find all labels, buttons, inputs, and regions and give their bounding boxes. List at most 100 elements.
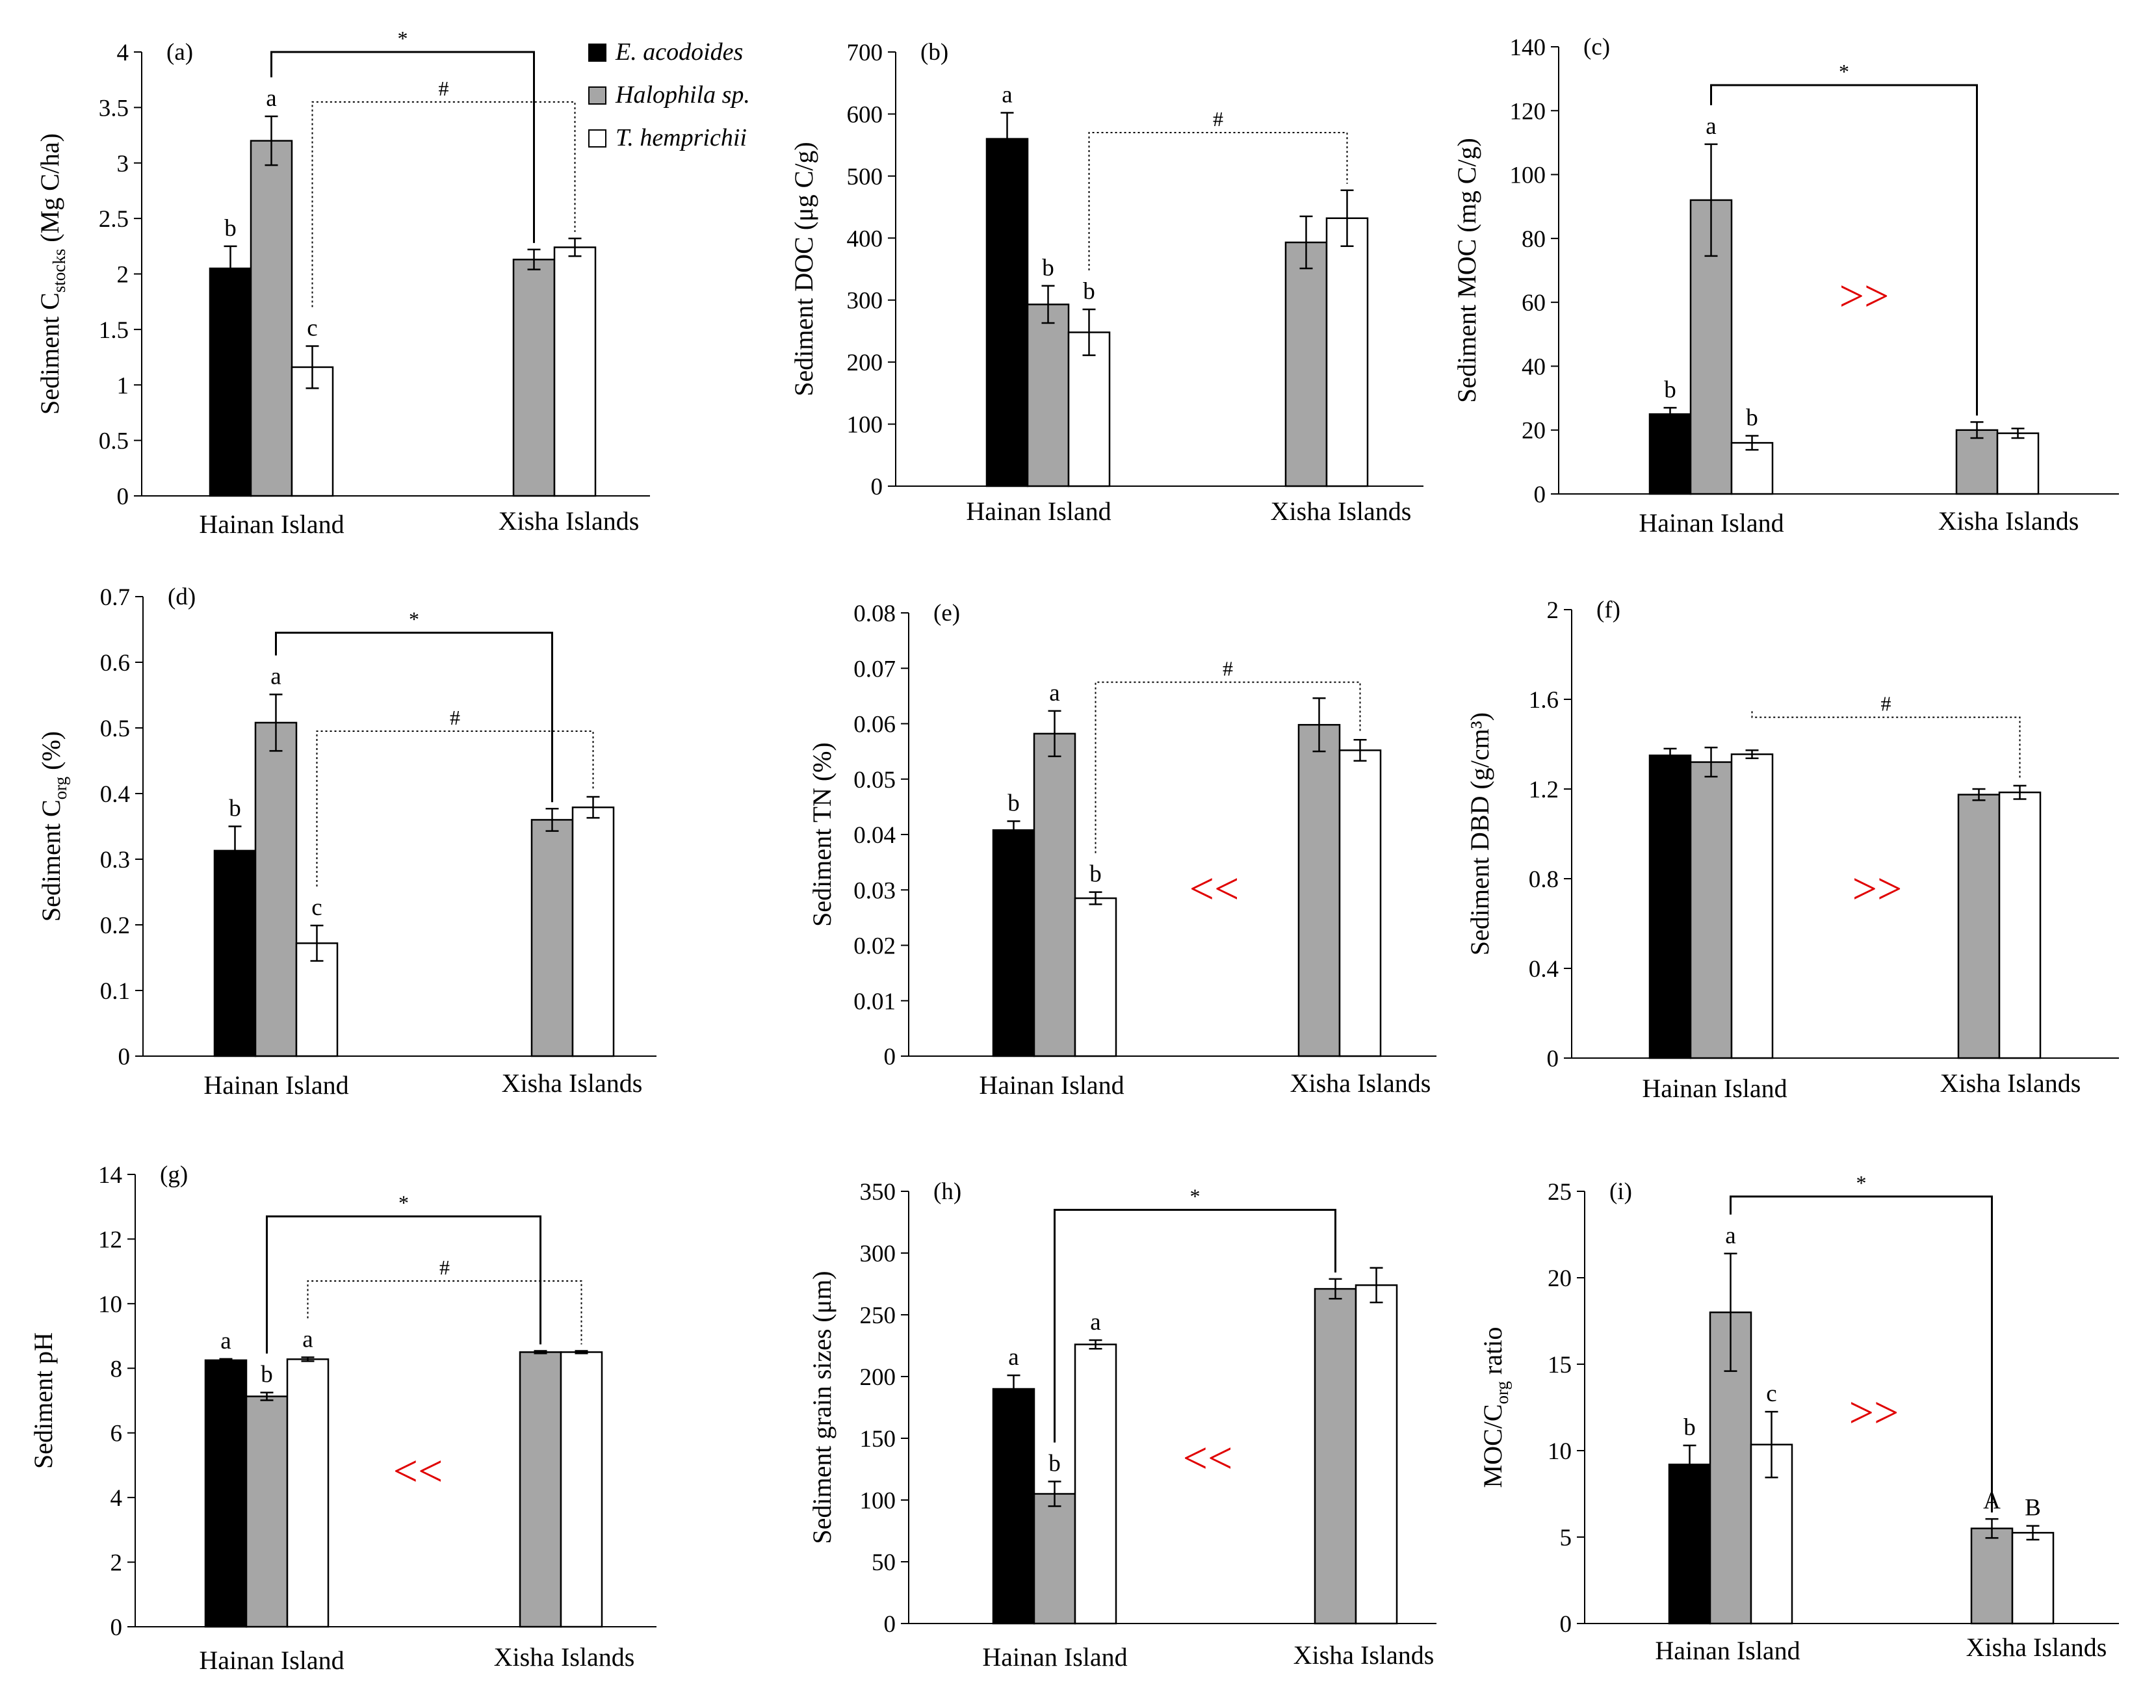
bar — [1689, 761, 1733, 1059]
y-tick-label: 15 — [1548, 1352, 1572, 1378]
trend-arrow-glyph: << — [393, 1446, 443, 1495]
y-tick-label: 0.01 — [853, 989, 896, 1015]
bar — [204, 1359, 248, 1628]
bar — [254, 721, 298, 1057]
y-tick-label: 2.5 — [99, 206, 129, 233]
significance-bracket — [316, 731, 594, 887]
bracket-symbol: # — [450, 706, 460, 729]
y-tick-label: 0 — [871, 474, 883, 500]
panel-label: (g) — [160, 1161, 188, 1188]
legend-label: Halophila sp. — [616, 81, 750, 109]
y-tick-label: 12 — [98, 1226, 122, 1253]
y-tick-label: 50 — [872, 1549, 896, 1576]
y-tick-label: 350 — [860, 1179, 896, 1206]
bar — [530, 819, 574, 1057]
y-tick-label: 1.6 — [1529, 687, 1559, 714]
y-tick-label: 100 — [860, 1488, 896, 1514]
y-tick-label: 20 — [1548, 1265, 1572, 1292]
bar — [571, 806, 615, 1057]
bar — [295, 942, 339, 1057]
significance-bracket — [1710, 84, 1978, 416]
significance-letter: a — [1002, 82, 1012, 109]
x-category-label: Hainan Island — [1655, 1636, 1800, 1665]
panel-label: (c) — [1583, 34, 1610, 60]
y-tick-label: 0.08 — [853, 601, 896, 627]
y-tick-label: 3.5 — [99, 95, 129, 122]
panel-label: (f) — [1596, 597, 1620, 623]
y-tick-label: 80 — [1522, 226, 1546, 253]
y-tick-label: 0 — [884, 1611, 896, 1638]
panel-label: (i) — [1609, 1178, 1632, 1205]
bar — [245, 1395, 289, 1628]
y-tick-label: 0 — [1560, 1611, 1572, 1638]
y-tick-label: 10 — [1548, 1438, 1572, 1465]
bar — [1074, 897, 1117, 1057]
y-tick-label: 0.4 — [100, 781, 130, 808]
y-tick-label: 100 — [847, 412, 883, 439]
bar — [553, 246, 597, 497]
y-tick-label: 120 — [1510, 98, 1546, 125]
significance-bracket — [270, 51, 535, 243]
x-category-label: Hainan Island — [203, 1070, 348, 1100]
legend-swatch-white — [588, 129, 606, 148]
significance-letter: c — [311, 894, 322, 921]
bracket-symbol: # — [1213, 107, 1223, 131]
significance-letter: b — [1007, 790, 1020, 817]
x-category-label: Hainan Island — [1639, 508, 1784, 537]
y-tick-label: 0.4 — [1529, 956, 1559, 983]
y-axis-label: Sediment Corg (%) — [36, 731, 70, 922]
x-category-label: Hainan Island — [979, 1070, 1124, 1100]
bar — [1996, 432, 2040, 495]
bar — [1957, 794, 2001, 1059]
y-axis-label: Sediment DBD (g/cm³) — [1465, 712, 1494, 955]
y-tick-label: 500 — [847, 164, 883, 190]
bar — [992, 829, 1035, 1057]
bar — [985, 138, 1029, 487]
bar — [286, 1358, 330, 1628]
significance-letter: a — [1049, 680, 1059, 706]
legend-swatch-black — [588, 44, 606, 62]
y-tick-label: 0.6 — [100, 650, 130, 677]
y-tick-label: 2 — [117, 262, 129, 289]
x-category-label: Hainan Island — [199, 1646, 344, 1675]
significance-letter: b — [229, 796, 241, 822]
trend-arrow-glyph: << — [1189, 864, 1240, 913]
y-tick-label: 0.06 — [853, 712, 896, 738]
significance-letter: b — [1083, 278, 1095, 305]
x-category-label: Xisha Islands — [1271, 497, 1412, 526]
legend-item-halophila: Halophila sp. — [588, 81, 750, 109]
bar — [1338, 749, 1382, 1057]
significance-letter: b — [1664, 376, 1676, 403]
y-tick-label: 300 — [847, 288, 883, 315]
significance-bracket — [1095, 681, 1361, 853]
y-tick-label: 150 — [860, 1426, 896, 1453]
bracket-symbol: * — [1190, 1185, 1201, 1208]
y-tick-label: 60 — [1522, 290, 1546, 317]
significance-bracket — [1088, 132, 1348, 271]
x-category-label: Xisha Islands — [1940, 1068, 2081, 1098]
significance-letter: b — [1089, 861, 1102, 888]
y-tick-label: 0.3 — [100, 847, 130, 873]
y-tick-label: 1.5 — [99, 317, 129, 344]
y-tick-label: 300 — [860, 1241, 896, 1267]
bar — [512, 259, 556, 497]
bar — [1033, 732, 1076, 1057]
y-tick-label: 700 — [847, 40, 883, 66]
y-tick-label: 2 — [1547, 597, 1559, 624]
y-tick-label: 0.05 — [853, 767, 896, 794]
y-tick-label: 0.8 — [1529, 866, 1559, 893]
y-tick-label: 0 — [884, 1044, 896, 1070]
y-tick-label: 200 — [847, 350, 883, 376]
y-tick-label: 0 — [110, 1614, 123, 1641]
y-tick-label: 25 — [1548, 1179, 1572, 1206]
bar — [1297, 723, 1341, 1057]
y-tick-label: 4 — [117, 40, 129, 66]
y-tick-label: 4 — [110, 1485, 123, 1512]
x-category-label: Xisha Islands — [1938, 506, 2079, 536]
y-axis-label: Sediment Cstocks (Mg C/ha) — [35, 133, 69, 415]
significance-letter: b — [1683, 1414, 1696, 1441]
legend-item-e-acodoides: E. acodoides — [588, 38, 743, 66]
y-tick-label: 14 — [98, 1162, 122, 1189]
bar — [560, 1351, 603, 1628]
